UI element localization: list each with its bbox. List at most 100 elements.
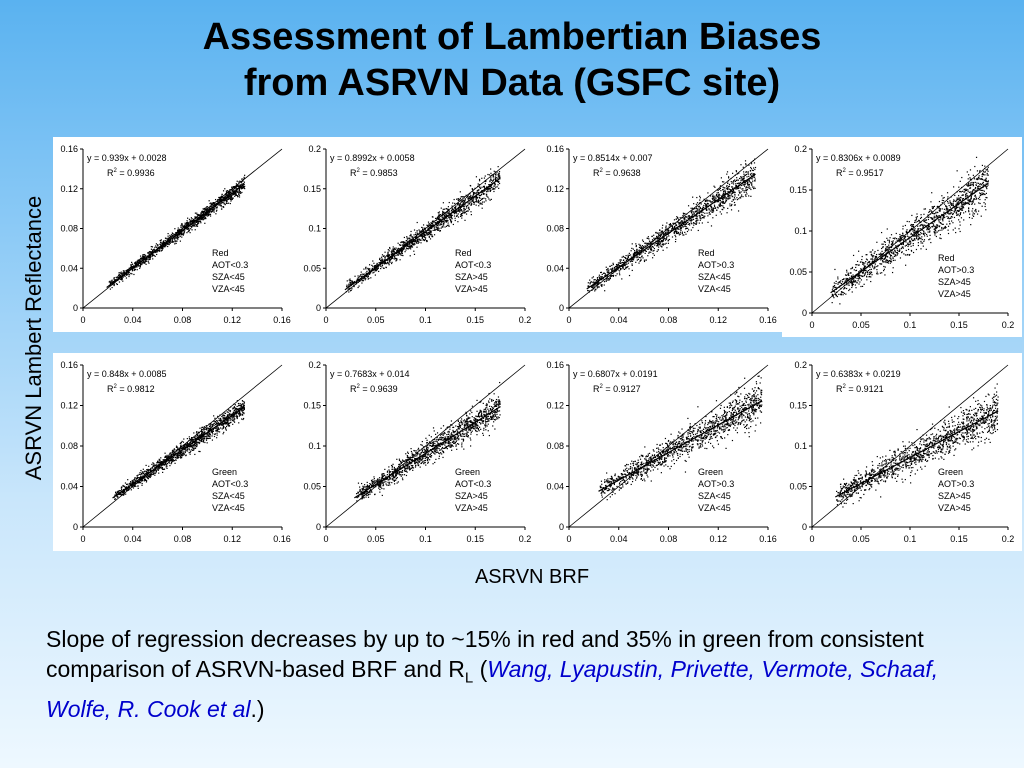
data-point <box>133 273 135 276</box>
data-point <box>178 229 180 231</box>
data-point <box>367 275 369 278</box>
data-point <box>696 220 698 222</box>
data-point <box>354 275 356 277</box>
data-point <box>668 229 670 232</box>
data-point <box>875 256 878 258</box>
data-point <box>409 243 411 245</box>
data-point <box>652 241 654 243</box>
data-point <box>683 213 685 215</box>
data-point <box>640 259 642 261</box>
data-point <box>691 219 693 221</box>
data-point <box>697 208 699 210</box>
data-point <box>443 211 445 213</box>
data-point <box>406 236 408 238</box>
data-point <box>463 204 465 206</box>
data-point <box>735 185 737 187</box>
data-point <box>411 242 413 244</box>
data-point <box>942 228 944 230</box>
data-point <box>142 254 144 256</box>
data-point <box>934 228 936 230</box>
data-point <box>858 250 860 252</box>
data-point <box>736 187 738 189</box>
data-point <box>449 214 451 217</box>
data-point <box>471 196 473 199</box>
data-point <box>130 264 132 266</box>
data-point <box>684 231 686 234</box>
data-point <box>181 224 183 226</box>
data-point <box>451 207 453 209</box>
data-point <box>639 260 641 262</box>
data-point <box>355 283 357 285</box>
data-point <box>202 219 204 221</box>
data-point <box>923 231 925 233</box>
data-point <box>115 279 117 281</box>
data-point <box>624 264 626 266</box>
data-point <box>718 205 720 207</box>
data-point <box>687 217 689 220</box>
data-point <box>658 241 660 243</box>
data-point <box>637 256 639 258</box>
data-point <box>452 202 454 204</box>
data-point <box>730 180 732 183</box>
data-point <box>136 266 138 268</box>
data-point <box>406 243 408 245</box>
data-point <box>748 164 750 166</box>
data-point <box>742 188 744 190</box>
data-point <box>654 239 656 241</box>
data-point <box>642 240 645 243</box>
data-point <box>122 280 124 282</box>
data-point <box>395 247 397 249</box>
data-point <box>695 203 697 205</box>
data-point <box>176 231 178 234</box>
data-point <box>659 236 662 238</box>
data-point <box>739 185 741 187</box>
data-point <box>154 250 157 253</box>
data-point <box>131 273 133 275</box>
data-point <box>923 220 925 223</box>
data-point <box>226 202 228 205</box>
data-point <box>393 251 395 253</box>
data-point <box>156 246 158 248</box>
data-point <box>746 189 749 191</box>
data-point <box>446 212 448 214</box>
x-tick-label: 0.08 <box>660 315 678 325</box>
data-point <box>676 232 678 234</box>
data-point <box>922 245 924 247</box>
data-point <box>151 255 153 258</box>
data-point <box>712 208 714 210</box>
data-point <box>465 213 468 215</box>
data-point <box>720 177 723 179</box>
data-point <box>485 200 487 202</box>
data-point <box>936 225 938 227</box>
data-point <box>750 174 752 176</box>
data-point <box>158 246 160 249</box>
data-point <box>852 280 854 282</box>
data-point <box>986 185 988 188</box>
data-point <box>181 229 183 231</box>
data-point <box>739 192 741 194</box>
data-point <box>978 196 981 198</box>
data-point <box>403 243 405 246</box>
data-point <box>235 190 237 192</box>
data-point <box>391 251 393 254</box>
data-point <box>423 230 425 232</box>
data-point <box>204 217 206 220</box>
data-point <box>240 181 242 183</box>
data-point <box>726 198 728 200</box>
data-point <box>722 205 724 207</box>
data-point <box>871 255 873 257</box>
data-point <box>936 231 938 233</box>
data-point <box>442 221 444 223</box>
data-point <box>442 225 444 227</box>
data-point <box>493 187 495 189</box>
data-point <box>403 247 405 249</box>
data-point <box>636 256 638 259</box>
data-point <box>454 217 456 219</box>
data-point <box>158 250 161 252</box>
data-point <box>722 200 724 203</box>
y-tick-label: 0.12 <box>546 184 564 194</box>
data-point <box>971 183 973 185</box>
data-point <box>117 277 119 279</box>
data-point <box>642 246 644 248</box>
data-point <box>921 242 924 244</box>
